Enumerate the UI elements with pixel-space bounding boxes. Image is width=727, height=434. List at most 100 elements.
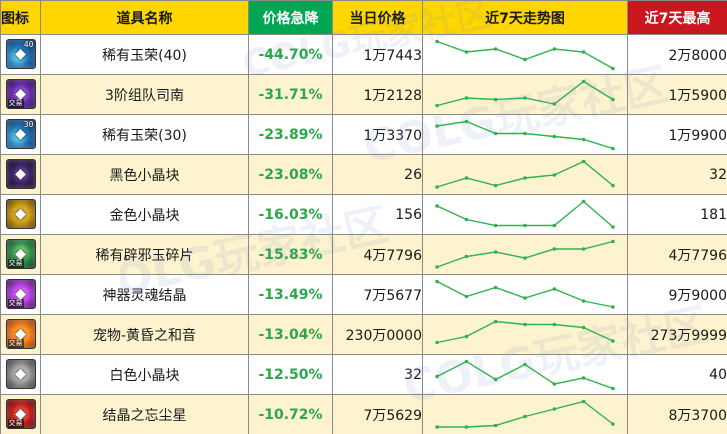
trend-point [523,95,527,100]
today-price: 1万3370 [332,114,423,155]
trend-line [436,80,614,106]
trend-point [493,183,498,187]
tradeable-tag: 交易 [7,98,24,108]
trend-point [581,159,586,163]
header-price-drop: 价格急降 [248,0,333,35]
item-icon-cell: ◆ 交易 [0,394,41,434]
tradeable-tag: 交易 [7,338,24,348]
tradeable-tag: 交易 [7,418,24,428]
trend-point [435,103,439,107]
header-icon: 图标 [0,0,41,35]
trend-point [552,134,557,138]
trend-point [493,285,498,289]
table-row: ◆ 金色小晶块 -16.03% 156 181 [0,194,727,235]
max-7day-price: 1万5900 [627,74,727,115]
rare-jade-icon: ◆ 30 [5,118,36,149]
trend-point [581,325,586,329]
trend-point [552,46,557,51]
rare-jade-shard-icon: ◆ 交易 [5,238,36,269]
crystal-dust-icon: ◆ 交易 [5,398,36,429]
table-header-row: 图标 道具名称 价格急降 当日价格 近7天走势图 近7天最高 [0,0,727,35]
table-row: ◆ 黑色小晶块 -23.08% 26 32 [0,154,727,195]
price-drop: -12.50% [248,354,333,395]
trend-point [581,298,586,303]
price-drop: -31.71% [248,74,333,115]
trend-point [523,57,527,61]
trend-point [523,322,527,326]
price-drop: -10.72% [248,394,333,434]
item-name: 金色小晶块 [40,194,249,235]
trend-point [435,340,439,344]
trend-point [464,95,469,100]
trend-point [552,223,557,227]
artifact-soul-icon: ◆ 交易 [5,278,36,309]
trend-point [611,386,615,390]
trend-point [435,279,439,283]
trend-sparkline [435,79,615,107]
today-price: 7万5629 [332,394,423,434]
trend-point [611,239,615,243]
item-name: 3阶组队司南 [40,74,249,115]
squad-guide-icon: ◆ 交易 [5,78,36,109]
item-icon-cell: ◆ 交易 [0,74,41,115]
trend-line [436,240,614,268]
icon-glyph: ◆ [15,85,26,102]
today-price: 32 [332,354,423,395]
price-drop: -23.08% [248,154,333,195]
trend-point [464,359,469,363]
icon-level-badge: 40 [23,39,34,49]
trend-point [611,304,615,309]
max-7day-price: 32 [627,154,727,195]
trend-sparkline-cell [422,74,628,115]
icon-glyph: ◆ [15,325,26,342]
trend-line [436,200,614,228]
trend-point [611,183,615,187]
item-icon-cell: ◆ [0,154,41,195]
trend-point [493,97,498,101]
item-name: 稀有玉荣(30) [40,114,249,155]
price-drop: -44.70% [248,34,333,75]
header-today-price: 当日价格 [332,0,423,35]
trend-point [464,217,469,221]
trend-point [581,49,586,54]
price-drop: -15.83% [248,234,333,275]
trend-sparkline-cell [422,154,628,195]
trend-point [523,255,527,260]
gold-crystal-icon: ◆ [5,198,36,229]
max-7day-price: 9万9000 [627,274,727,315]
today-price: 4万7796 [332,234,423,275]
trend-point [493,319,498,323]
white-crystal-icon: ◆ [5,358,36,389]
trend-point [464,294,469,298]
trend-sparkline [435,279,615,309]
today-price: 1万2128 [332,74,423,115]
icon-glyph: ◆ [15,205,26,222]
trend-sparkline [435,39,615,70]
item-icon-cell: ◆ 交易 [0,314,41,355]
trend-point [581,79,586,83]
max-7day-price: 8万3700 [627,394,727,434]
item-icon-cell: ◆ 交易 [0,274,41,315]
trend-point [435,203,439,208]
table-row: ◆ 交易 结晶之忘尘星 -10.72% 7万5629 8万3700 [0,394,727,434]
trend-point [552,381,557,386]
max-7day-price: 273万9999 [627,314,727,355]
trend-point [552,286,557,291]
trend-sparkline-cell [422,394,628,434]
trend-point [523,295,527,300]
trend-sparkline-cell [422,274,628,315]
trend-point [581,399,586,403]
trend-point [435,374,439,378]
table-row: ◆ 交易 3阶组队司南 -31.71% 1万2128 1万5900 [0,74,727,115]
trend-point [493,249,498,254]
trend-point [435,123,439,128]
trend-point [611,421,615,426]
trend-point [464,49,469,54]
trend-point [523,414,527,418]
icon-glyph: ◆ [15,405,26,422]
trend-sparkline [435,359,615,390]
price-drop: -13.04% [248,314,333,355]
max-7day-price: 40 [627,354,727,395]
trend-point [464,254,469,258]
